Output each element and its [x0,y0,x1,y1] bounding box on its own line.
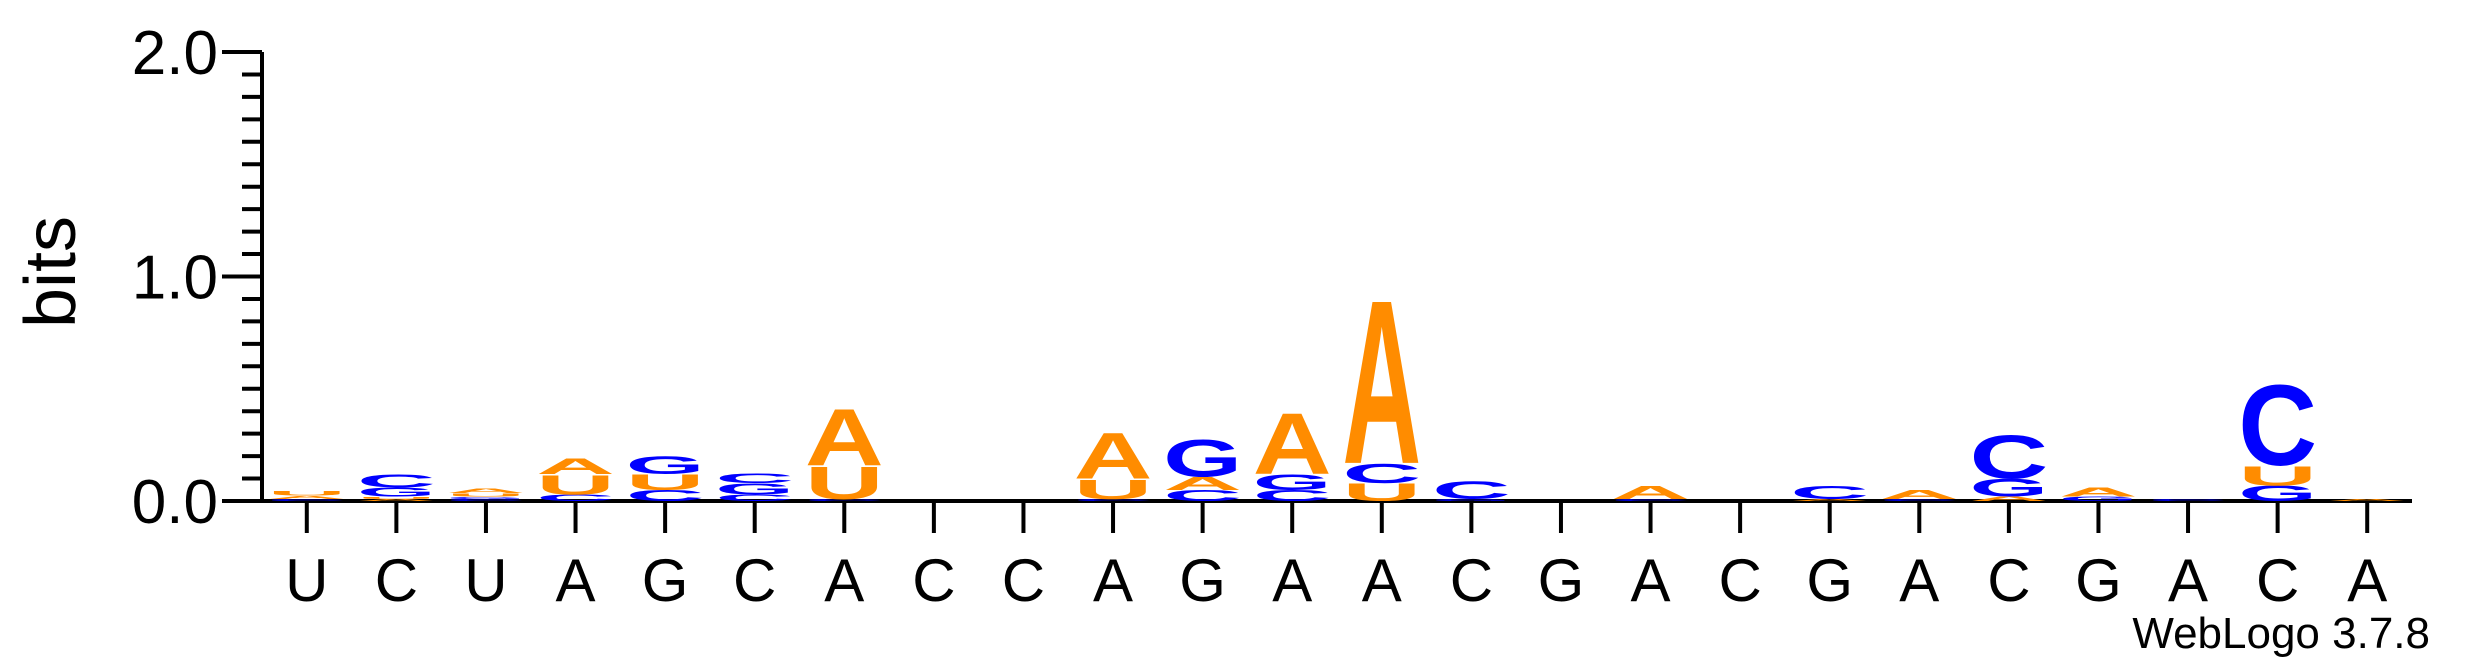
x-tick-label: A [1899,547,1939,614]
logo-letter-a: A [1074,420,1153,493]
x-tick-label: G [1179,547,1226,614]
logo-letter-g: G [1253,470,1332,494]
x-tick-label: C [2256,547,2299,614]
x-tick-label: G [2075,547,2122,614]
logo-letter-u: U [1342,478,1421,506]
logo-letter-a: A [2059,485,2138,499]
logo-letter-g: G [2238,481,2317,505]
logo-letter-u: U [447,492,526,497]
y-tick-label: 0.0 [132,468,218,537]
logo-letter-c: C [715,471,794,487]
x-tick-label: C [733,547,776,614]
logo-letter-c: C [1611,498,1690,501]
logo-letter-a: A [447,488,526,495]
logo-letter-c: C [357,471,436,492]
logo-letter-a: A [1611,482,1690,503]
logo-letter-a: A [1253,395,1332,492]
logo-letter-u: U [1074,473,1153,504]
y-tick-label: 1.0 [132,244,218,313]
logo-letter-a: A [1790,498,1869,501]
logo-letter-a: A [2328,498,2407,501]
logo-letter-a: A [1163,473,1242,494]
x-tick-label: G [1806,547,1853,614]
logo-letter-a: A [1880,488,1959,502]
logo-letter-g: G [1163,429,1242,488]
logo-letter-u: U [805,456,884,508]
logo-letter-g: G [357,485,436,499]
logo-letter-c: C [1163,487,1242,505]
x-tick-label: G [642,547,689,614]
logo-letter-c: C [536,493,615,503]
logo-letter-a: A [805,393,884,483]
logo-letter-u: U [267,490,346,497]
axes: 0.01.02.0U C U A G C A C C A G A A C G A C G A C G A C A [132,19,2412,614]
y-tick-label: 2.0 [132,19,218,88]
logo-letter-c: C [1790,482,1869,503]
logo-letter-u: U [536,469,615,500]
logo-letter-u: U [626,470,705,494]
logo-letter-c: C [2149,498,2228,501]
logo-letter-g: G [626,451,705,479]
logo-letter-c: C [1074,498,1153,501]
logo-letter-c: C [2238,360,2317,489]
logo-letter-g: G [715,480,794,497]
logo-letter-c: C [805,498,884,501]
x-tick-label: U [285,547,328,614]
y-axis-label: bits [11,216,91,328]
x-tick-label: A [824,547,864,614]
logo-letter-a: A [536,454,615,478]
logo-letter-a: A [357,498,436,501]
logo-letter-c: C [1342,458,1421,489]
x-tick-label: U [464,547,507,614]
logo-letter-c: C [1432,476,1511,504]
logo-letter-c: C [447,498,526,501]
x-tick-label: A [556,547,596,614]
logo-letter-c: C [1253,487,1332,505]
logo-letter-a: A [267,495,346,500]
logo-letter-c: C [1969,422,2048,491]
x-tick-label: C [375,547,418,614]
logo-letter-c: C [715,493,794,503]
logo-letter-g: G [1432,498,1511,501]
x-tick-label: A [2347,547,2387,614]
x-tick-label: C [1002,547,1045,614]
x-tick-label: C [1450,547,1493,614]
logo-letter-c: C [267,498,346,501]
logo-letter-g: G [2059,495,2138,502]
x-tick-label: A [1272,547,1312,614]
logo-letter-a: A [1342,251,1421,512]
x-tick-label: A [1362,547,1402,614]
logo-letter-a: A [1969,495,2048,502]
x-tick-label: A [1631,547,1671,614]
x-tick-label: C [1987,547,2030,614]
weblogo-credit: WebLogo 3.7.8 [2132,609,2430,658]
logo-letter-g: G [447,496,526,499]
logo-letter-g: G [1969,474,2048,502]
x-tick-label: C [912,547,955,614]
logo-letter-u: U [357,496,436,499]
logo-letter-c: C [626,487,705,505]
x-tick-label: G [1538,547,1585,614]
logo-letter-u: U [2238,460,2317,491]
logo-letter-c: C [1880,498,1959,501]
x-tick-label: A [1093,547,1133,614]
x-tick-label: A [2168,547,2208,614]
x-tick-label: C [1718,547,1761,614]
